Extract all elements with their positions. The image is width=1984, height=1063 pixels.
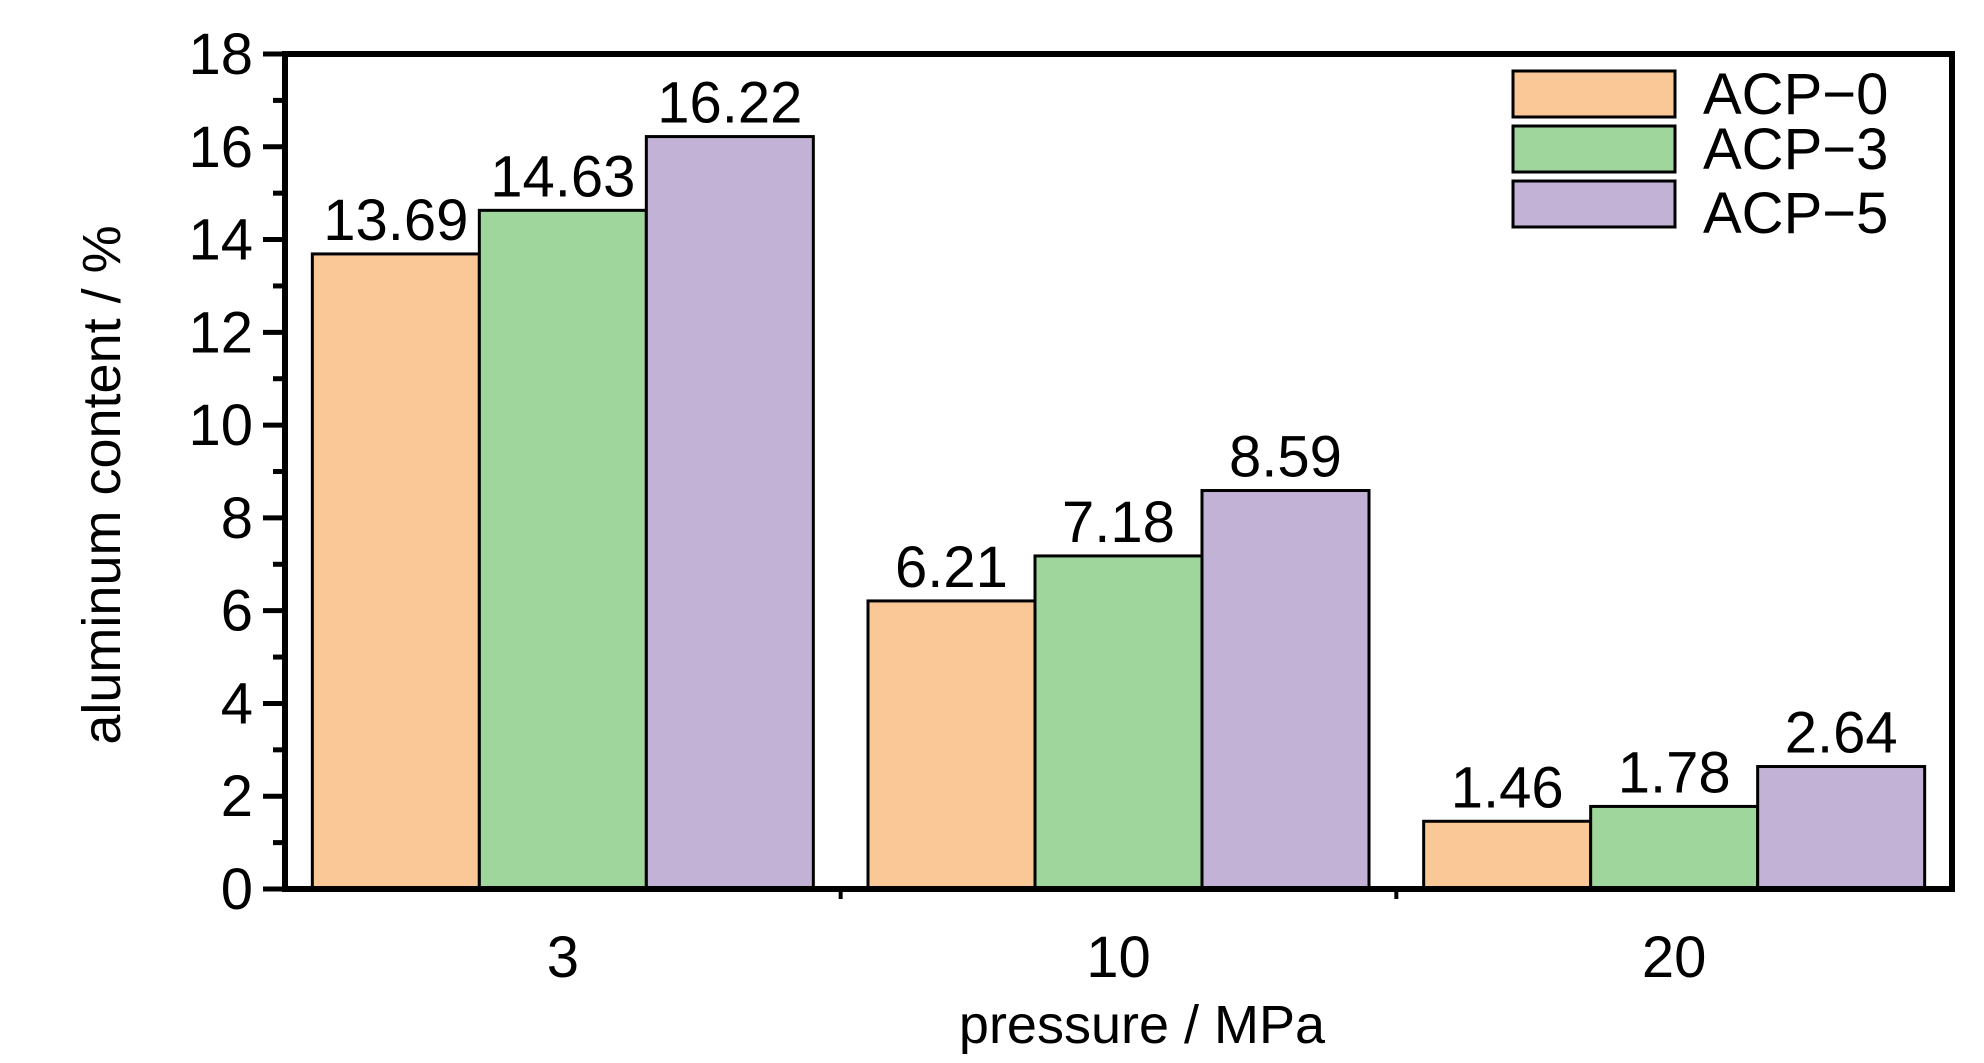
y-tick-label: 14 [188,208,253,273]
bar-acp-5-20 [1756,765,1927,891]
data-label: 8.59 [1229,425,1342,490]
y-tick-label: 10 [188,393,253,458]
legend-swatch-acp-5 [1511,179,1677,229]
data-label: 13.69 [323,188,468,253]
data-label: 16.22 [657,71,802,136]
data-label: 1.78 [1618,740,1731,805]
legend-label-acp-5: ACP−5 [1703,181,1888,246]
legend: ACP−0 ACP−3 ACP−5 [1511,62,1888,246]
data-label: 1.46 [1451,755,1564,820]
bar-acp-0-20 [1422,819,1593,891]
data-label: 7.18 [1062,490,1175,555]
x-axis-ticks: 3 10 20 [547,889,1707,990]
x-axis-title: pressure / MPa [959,995,1326,1055]
data-label: 14.63 [490,144,635,209]
bar-acp-0-3 [310,252,481,891]
legend-swatch-acp-3 [1511,124,1677,174]
y-tick-label: 16 [188,115,253,180]
y-tick-label: 2 [221,764,253,829]
bar-acp-0-10 [866,599,1037,891]
y-tick-label: 18 [188,22,253,87]
bars [310,135,1927,891]
legend-label-acp-3: ACP−3 [1703,117,1888,182]
x-tick-label: 3 [547,925,579,990]
bar-acp-3-10 [1033,554,1204,891]
data-label: 6.21 [895,535,1008,600]
bar-acp-5-3 [644,135,815,891]
legend-swatch-acp-0 [1511,69,1677,119]
y-tick-label: 8 [221,486,253,551]
data-labels: 13.69 14.63 16.22 6.21 7.18 8.59 1.46 1.78 2.64 [323,71,1897,821]
bar-acp-5-10 [1200,489,1371,891]
y-tick-label: 6 [221,579,253,644]
x-tick-label: 10 [1086,925,1151,990]
y-tick-label: 4 [221,671,253,736]
legend-label-acp-0: ACP−0 [1703,62,1888,127]
bar-acp-3-20 [1589,804,1760,891]
y-tick-label: 12 [188,300,253,365]
data-label: 2.64 [1785,701,1898,766]
y-axis-ticks: 0 2 4 6 8 10 12 14 16 18 [188,22,285,922]
y-axis-title: aluminum content / % [72,225,132,744]
x-tick-label: 20 [1642,925,1707,990]
bar-acp-3-3 [477,208,648,891]
y-tick-label: 0 [221,857,253,922]
